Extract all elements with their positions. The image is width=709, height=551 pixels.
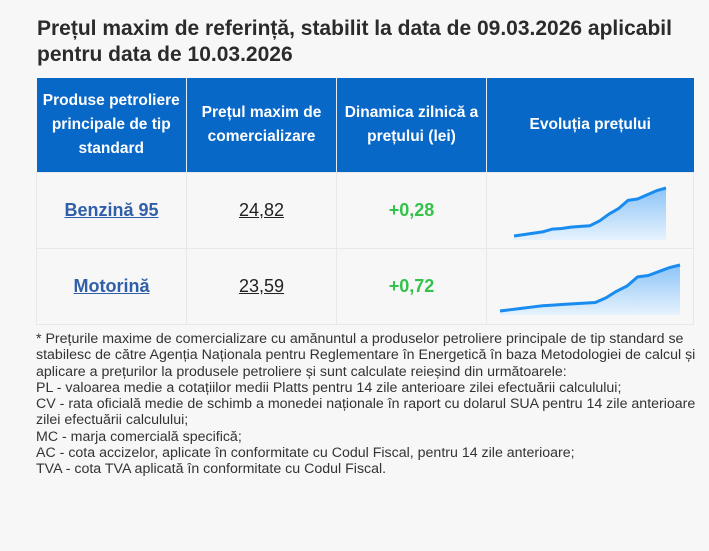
sparkline-line xyxy=(499,263,681,312)
product-link-motorina[interactable]: Motorină xyxy=(73,276,150,296)
price-sparkline-motorina xyxy=(499,263,681,315)
table-row: Benzină 95 24,82 +0,28 xyxy=(36,172,694,249)
footnote-tva: TVA - cota TVA aplicată în conformitate … xyxy=(36,461,387,478)
fuel-price-table: Produse petroliere principale de tip sta… xyxy=(36,78,694,325)
footnote-ac: AC - cota accizelor, aplicate în conform… xyxy=(36,445,575,462)
footnote-mc: MC - marja comercială specifică; xyxy=(36,428,242,445)
price-delta: +0,72 xyxy=(388,276,435,296)
footnote: * Prețurile maxime de comercializare cu … xyxy=(36,331,696,478)
footnote-cv: CV - rata oficială medie de schimb a mon… xyxy=(36,396,696,429)
header-price: Prețul maxim de comercializare xyxy=(186,78,337,173)
price-sparkline-benzina xyxy=(513,186,667,240)
table-row: Motorină 23,59 +0,72 xyxy=(36,248,694,325)
price-value[interactable]: 23,59 xyxy=(238,276,285,296)
header-product: Produse petroliere principale de tip sta… xyxy=(36,78,187,173)
product-link-benzina-95[interactable]: Benzină 95 xyxy=(64,200,159,220)
footnote-intro: * Prețurile maxime de comercializare cu … xyxy=(36,331,696,380)
sparkline-area xyxy=(500,264,680,315)
price-delta: +0,28 xyxy=(388,200,435,220)
footnote-pl: PL - valoarea medie a cotațiilor medii P… xyxy=(36,379,622,396)
sparkline-line xyxy=(513,186,667,237)
header-evolution: Evoluția prețului xyxy=(486,78,694,173)
header-dynamics: Dinamica zilnică a prețului (lei) xyxy=(336,78,487,173)
page-title: Prețul maxim de referință, stabilit la d… xyxy=(37,17,672,66)
price-value[interactable]: 24,82 xyxy=(238,200,285,220)
